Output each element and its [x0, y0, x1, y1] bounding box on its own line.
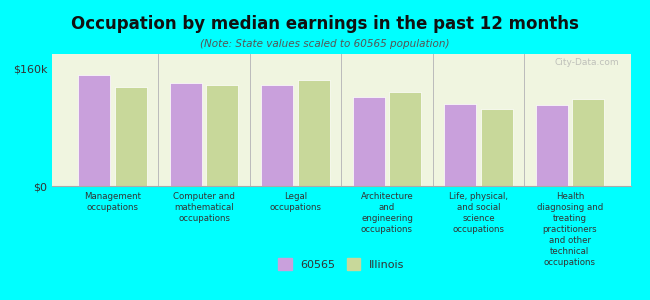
Text: City-Data.com: City-Data.com	[554, 58, 619, 67]
Bar	[115, 87, 147, 186]
Bar	[206, 85, 239, 186]
Bar	[298, 80, 330, 186]
Bar	[261, 85, 293, 186]
Bar	[170, 83, 202, 186]
Bar	[353, 97, 385, 186]
Text: Occupation by median earnings in the past 12 months: Occupation by median earnings in the pas…	[71, 15, 579, 33]
Text: (Note: State values scaled to 60565 population): (Note: State values scaled to 60565 popu…	[200, 39, 450, 49]
Bar	[481, 109, 513, 186]
Bar	[536, 105, 567, 186]
Bar	[444, 104, 476, 186]
Bar	[389, 92, 421, 186]
Bar	[572, 100, 604, 186]
Legend: 60565, Illinois: 60565, Illinois	[273, 253, 410, 275]
Bar	[78, 74, 111, 186]
